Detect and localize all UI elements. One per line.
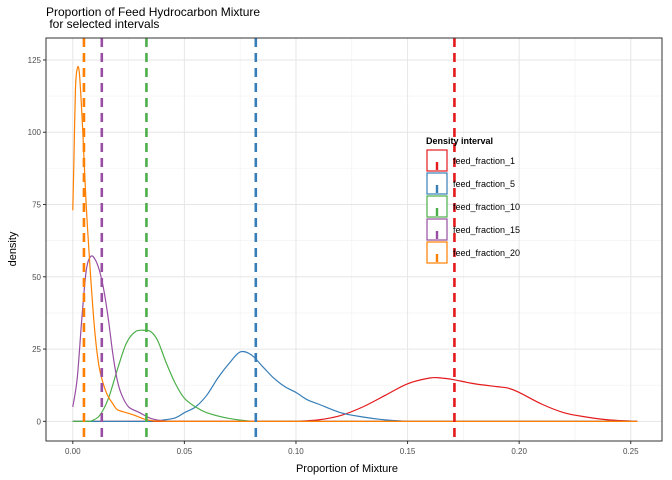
- legend-label: feed_fraction_15: [453, 225, 520, 235]
- legend-key: [426, 195, 448, 218]
- x-tick-label: 0.20: [511, 447, 527, 456]
- x-tick-label: 0.00: [65, 447, 81, 456]
- legend-item-feed_fraction_5: feed_fraction_5: [426, 172, 515, 195]
- legend-title: Density interval: [426, 136, 493, 146]
- x-tick-label: 0.10: [288, 447, 304, 456]
- legend-label: feed_fraction_10: [453, 202, 520, 212]
- density-curves: [72, 66, 638, 422]
- chart-title: Proportion of Feed Hydrocarbon Mixture: [46, 5, 260, 19]
- legend-item-feed_fraction_20: feed_fraction_20: [426, 241, 520, 264]
- legend-label: feed_fraction_20: [453, 248, 520, 258]
- legend-label: feed_fraction_1: [453, 156, 515, 166]
- x-axis-title: Proportion of Mixture: [296, 463, 398, 475]
- chart-subtitle: for selected intervals: [46, 17, 159, 31]
- legend-label: feed_fraction_5: [453, 179, 515, 189]
- grid-lines: [46, 38, 662, 441]
- legend-item-feed_fraction_10: feed_fraction_10: [426, 195, 520, 218]
- density-line: [72, 66, 174, 422]
- density-line: [295, 376, 638, 422]
- series-feed_fraction_20: [72, 66, 638, 422]
- legend-key: [426, 241, 448, 264]
- x-tick-label: 0.15: [400, 447, 416, 456]
- x-axis: 0.00 0.05 0.10 0.15 0.20 0.25: [65, 441, 639, 456]
- legend: Density interval feed_fraction_1 feed_fra…: [426, 136, 520, 264]
- legend-item-feed_fraction_15: feed_fraction_15: [426, 218, 520, 241]
- plot-panel: [46, 38, 662, 441]
- legend-key: [426, 218, 448, 241]
- x-tick-label: 0.25: [623, 447, 639, 456]
- y-axis-title: density: [7, 231, 19, 266]
- interval-lines: [82, 38, 456, 441]
- legend-key: [426, 172, 448, 195]
- plot-border: [45, 37, 663, 442]
- legend-key: [426, 149, 448, 172]
- x-tick-label: 0.05: [177, 447, 193, 456]
- y-tick-label: 50: [32, 273, 41, 282]
- y-tick-label: 125: [28, 56, 42, 65]
- legend-item-feed_fraction_1: feed_fraction_1: [426, 149, 515, 172]
- density-line: [90, 329, 252, 422]
- y-tick-label: 75: [32, 201, 41, 210]
- y-tick-label: 100: [28, 128, 42, 137]
- y-tick-label: 25: [32, 345, 41, 354]
- y-axis: 0 25 50 75 100 125: [28, 56, 46, 426]
- y-tick-label: 0: [37, 417, 42, 426]
